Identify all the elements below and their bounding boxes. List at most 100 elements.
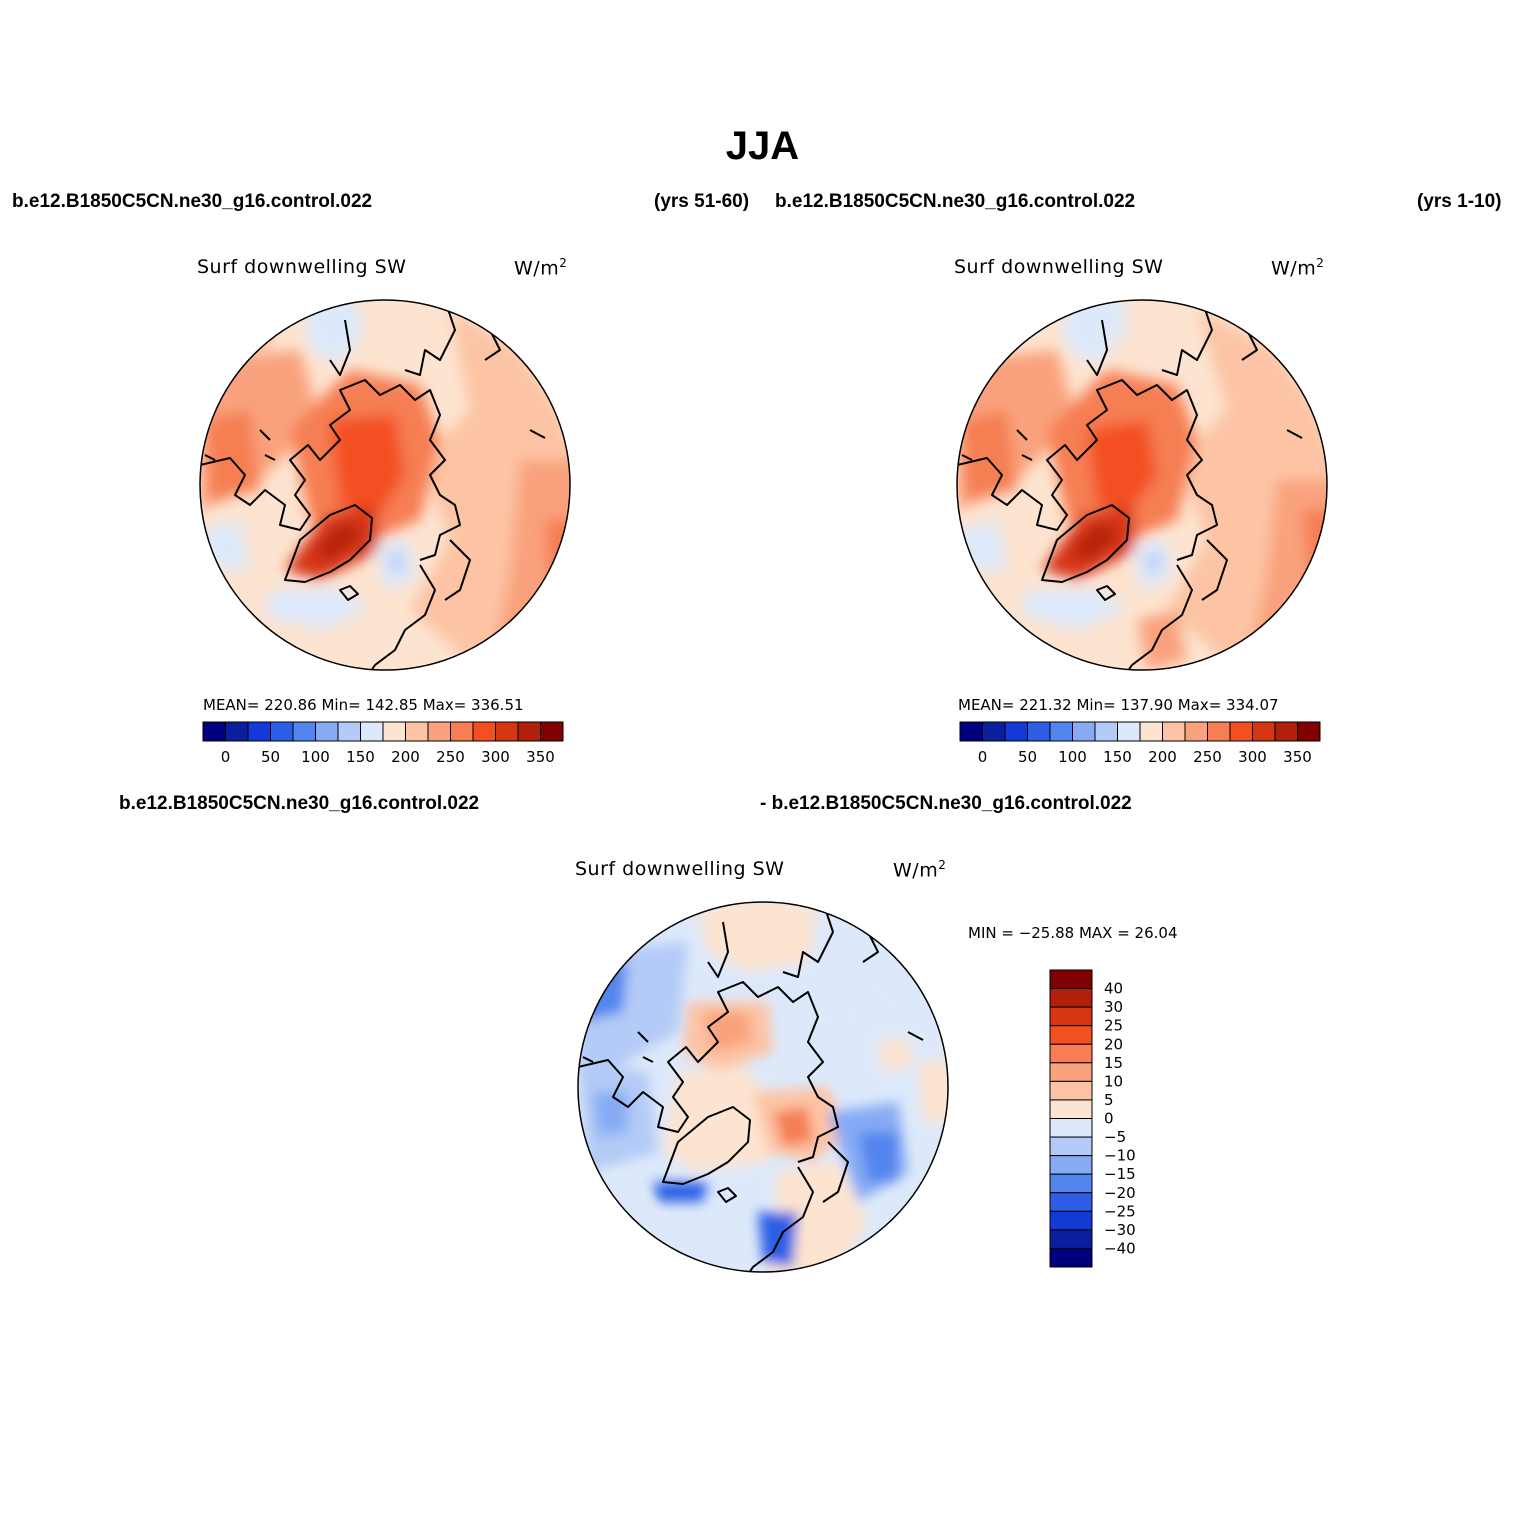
colorbar-right-tick-label: 150 [1103,748,1132,766]
colorbar-difference-swatch [1049,1247,1093,1268]
colorbar-right-tick-label: 300 [1238,748,1267,766]
colorbar-difference-swatch [1049,1155,1093,1175]
colorbar-right-swatch [1004,721,1028,742]
colorbar-left-swatch [450,721,474,742]
colorbar-difference-tick-label: 40 [1104,980,1123,998]
colorbar-left-swatch [495,721,519,742]
colorbar-difference-swatch [1049,988,1093,1008]
colorbar-difference-swatch [1049,1229,1093,1249]
colorbar-difference-tick-label: 30 [1104,998,1123,1016]
colorbar-difference-swatch [1049,1136,1093,1157]
colorbar-right-swatch [1094,721,1118,742]
colorbar-difference-swatch [1049,1043,1093,1064]
colorbar-left-tick-label: 100 [301,748,330,766]
colorbar-right-swatch [982,721,1006,742]
units-label-diff: W/m2 [893,858,947,882]
colorbar-right-swatch [1027,721,1051,742]
colorbar-right-swatch [1252,721,1276,742]
colorbar-difference-tick-label: 5 [1104,1091,1114,1109]
colorbar-right: 0 50 100 150 200 250 300 350 [959,721,1321,766]
colorbar-difference-swatch [1049,1099,1093,1119]
variable-label-left: Surf downwelling SW [197,256,407,278]
colorbar-right-swatch [1072,721,1096,742]
colorbar-difference-swatch [1049,1006,1093,1027]
colorbar-difference-tick-label: −20 [1104,1184,1136,1202]
colorbar-left-swatch [405,721,429,742]
colorbar-right-swatch [959,721,983,742]
polar-map-right [956,299,1328,671]
colorbar-difference-tick-label: −40 [1104,1239,1136,1257]
colorbar-left-swatch [427,721,451,742]
colorbar-right-tick-label: 250 [1193,748,1222,766]
colorbar-right-tick-label: 0 [978,748,988,766]
colorbar-difference-swatch [1049,1080,1093,1101]
colorbar-left-tick-label: 150 [346,748,375,766]
years-right: (yrs 1-10) [1417,191,1502,212]
colorbar-difference-swatch [1049,1173,1093,1194]
colorbar-left-swatch [517,721,541,742]
colorbar-left-swatch [360,721,384,742]
colorbar-left-swatch [270,721,294,742]
colorbar-right-swatch [1207,721,1231,742]
stats-right: MEAN= 221.32 Min= 137.90 Max= 334.07 [958,696,1279,714]
colorbar-left-swatch [472,721,496,742]
colorbar-right-swatch [1274,721,1298,742]
colorbar-right-tick-label: 100 [1058,748,1087,766]
colorbar-right-tick-label: 200 [1148,748,1177,766]
diff-case-name-right: - b.e12.B1850C5CN.ne30_g16.control.022 [760,793,1132,814]
polar-map-difference [577,901,949,1273]
colorbar-difference-tick-label: 20 [1104,1035,1123,1053]
colorbar-difference-tick-label: −30 [1104,1221,1136,1239]
colorbar-left: 0 50 100 150 200 250 300 350 [202,721,564,766]
colorbar-difference-swatch [1049,1118,1093,1138]
colorbar-right-swatch [1229,721,1253,742]
colorbar-left-swatch [337,721,361,742]
units-label-left: W/m2 [514,256,568,280]
colorbar-difference-swatch [1049,1062,1093,1082]
colorbar-left-swatch [225,721,249,742]
colorbar-right-swatch [1297,721,1321,742]
colorbar-difference-tick-label: −15 [1104,1165,1136,1183]
colorbar-left-tick-label: 250 [436,748,465,766]
colorbar-difference-swatch [1049,1210,1093,1231]
colorbar-left-tick-label: 200 [391,748,420,766]
colorbar-left-swatch [202,721,226,742]
colorbar-left-tick-label: 0 [221,748,231,766]
colorbar-left-swatch [540,721,564,742]
stats-left: MEAN= 220.86 Min= 142.85 Max= 336.51 [203,696,524,714]
colorbar-difference-tick-label: −25 [1104,1202,1136,1220]
years-left: (yrs 51-60) [654,191,750,212]
main-title: JJA [725,124,800,168]
colorbar-right-tick-label: 50 [1018,748,1037,766]
units-label-right: W/m2 [1271,256,1325,280]
colorbar-right-tick-label: 350 [1283,748,1312,766]
colorbar-difference-tick-label: 15 [1104,1054,1123,1072]
colorbar-right-swatch [1117,721,1141,742]
colorbar-right-swatch [1162,721,1186,742]
diff-case-name-left: b.e12.B1850C5CN.ne30_g16.control.022 [119,793,480,814]
colorbar-right-swatch [1139,721,1163,742]
polar-map-left [199,299,571,671]
colorbar-left-tick-label: 50 [261,748,280,766]
colorbar-left-tick-label: 300 [481,748,510,766]
case-name-right: b.e12.B1850C5CN.ne30_g16.control.022 [775,191,1136,212]
colorbar-difference-tick-label: 0 [1104,1110,1114,1128]
variable-label-diff: Surf downwelling SW [575,858,785,880]
colorbar-left-swatch [382,721,406,742]
colorbar-right-swatch [1049,721,1073,742]
colorbar-difference-swatch [1049,1025,1093,1045]
colorbar-left-swatch [292,721,316,742]
colorbar-difference-swatch [1049,1192,1093,1212]
colorbar-difference-tick-label: 10 [1104,1072,1123,1090]
colorbar-left-tick-label: 350 [526,748,555,766]
case-name-left: b.e12.B1850C5CN.ne30_g16.control.022 [12,191,373,212]
colorbar-difference-tick-label: 25 [1104,1017,1123,1035]
colorbar-left-swatch [315,721,339,742]
colorbar-difference-tick-label: −5 [1104,1128,1126,1146]
colorbar-right-swatch [1184,721,1208,742]
colorbar-left-swatch [247,721,271,742]
colorbar-difference-tick-label: −10 [1104,1147,1136,1165]
stats-diff: MIN = −25.88 MAX = 26.04 [968,924,1178,942]
colorbar-difference-swatch [1049,969,1093,990]
